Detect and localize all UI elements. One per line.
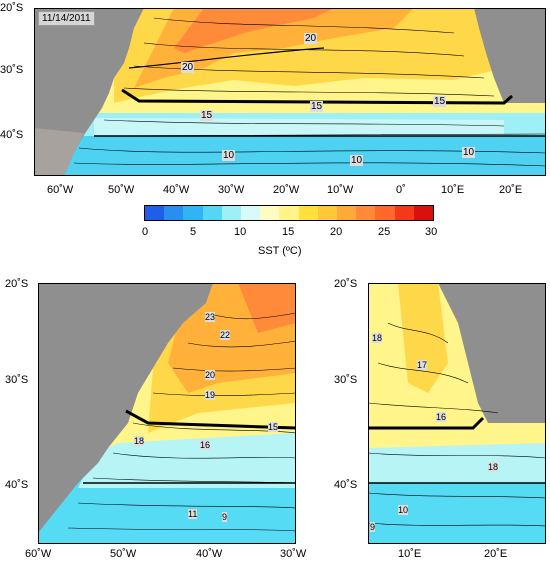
top-contour-label: 10 (462, 147, 476, 158)
right-y-tick: 40˚S (334, 479, 358, 491)
colorbar-tick: 30 (425, 226, 438, 238)
left-contour-label: 15 (268, 422, 279, 432)
ocean-hot-band (174, 8, 334, 53)
right-x-tick: 10˚E (398, 548, 422, 560)
top-y-tick: 40˚S (0, 129, 24, 141)
left-contour-label: 16 (200, 440, 211, 450)
left-sst-map (38, 283, 296, 544)
left-y-tick: 40˚S (5, 479, 29, 491)
left-y-tick: 20˚S (5, 278, 29, 290)
right-contour-label: 18 (372, 333, 383, 343)
top-contour-label: 15 (200, 110, 214, 121)
left-contour-label: 11 (188, 509, 198, 519)
left-contour-label: 20 (205, 370, 216, 380)
top-y-tick: 20˚S (0, 2, 24, 14)
left-contour-label: 23 (205, 312, 216, 322)
right-contour-label: 17 (417, 360, 428, 370)
left-x-tick: 40˚W (196, 548, 223, 560)
right-x-tick: 20˚E (484, 548, 508, 560)
top-sst-map (34, 8, 546, 176)
top-contour-label: 15 (433, 96, 447, 107)
top-x-tick: 60˚W (47, 184, 74, 196)
ocean-cool-patch (94, 118, 504, 138)
colorbar-swatch (202, 206, 222, 220)
left-contour-label: 18 (134, 436, 145, 446)
top-contour-label: 15 (310, 101, 324, 112)
top-contour-label: 10 (350, 155, 364, 166)
top-x-tick: 10˚E (441, 184, 465, 196)
date-label: 11/14/2011 (38, 11, 95, 26)
top-x-tick: 40˚W (163, 184, 190, 196)
colorbar-swatch (164, 206, 184, 220)
colorbar-tick: 25 (378, 226, 391, 238)
colorbar-swatch (241, 206, 261, 220)
left-contour-label: 19 (205, 390, 216, 400)
contour-20-bold (128, 47, 325, 69)
colorbar-swatch (356, 206, 376, 220)
south-america-land (38, 283, 213, 533)
top-x-tick: 20˚W (273, 184, 300, 196)
colorbar-tick: 20 (330, 226, 343, 238)
left-x-tick: 60˚W (25, 548, 52, 560)
colorbar-swatch (145, 206, 165, 220)
top-contour-label: 10 (222, 150, 236, 161)
right-y-tick: 20˚S (334, 278, 358, 290)
left-x-tick: 50˚W (110, 548, 137, 560)
colorbar-tick: 10 (234, 226, 247, 238)
top-x-tick: 20˚E (499, 184, 523, 196)
top-x-tick: 30˚W (218, 184, 245, 196)
colorbar-swatch (260, 206, 280, 220)
right-y-tick: 30˚S (334, 374, 358, 386)
colorbar-swatch (413, 206, 434, 220)
right-contour-label: 18 (488, 462, 499, 472)
right-contour-label: 16 (436, 412, 447, 422)
top-x-tick: 10˚W (327, 184, 354, 196)
top-contour-label: 20 (181, 62, 195, 73)
africa-land (438, 283, 546, 423)
colorbar-swatch (298, 206, 318, 220)
colorbar-tick: 5 (190, 226, 197, 238)
right-contour-label: 10 (398, 505, 409, 515)
left-x-tick: 30˚W (280, 548, 307, 560)
colorbar-swatch (183, 206, 203, 220)
colorbar-swatch (317, 206, 338, 220)
colorbar-tick: 0 (142, 226, 149, 238)
left-contour-label: 22 (220, 330, 231, 340)
colorbar-swatch (221, 206, 242, 220)
top-y-tick: 30˚S (0, 64, 24, 76)
right-sst-map (368, 283, 546, 544)
argentina-land (34, 128, 84, 176)
top-x-tick: 50˚W (108, 184, 135, 196)
right-contour-label: 9 (370, 522, 376, 532)
colorbar-title: SST (ºC) (258, 245, 302, 257)
colorbar-swatch (337, 206, 357, 220)
colorbar-swatch (375, 206, 395, 220)
colorbar-swatch (394, 206, 414, 220)
colorbar-tick: 15 (282, 226, 295, 238)
ocean-coldest-band (64, 136, 546, 176)
left-y-tick: 30˚S (5, 374, 29, 386)
africa-land (474, 8, 546, 103)
left-contour-label: 9 (222, 512, 228, 522)
top-contour-label: 20 (304, 33, 318, 44)
colorbar-swatch (279, 206, 299, 220)
top-x-tick: 0˚ (396, 184, 406, 196)
colorbar (144, 205, 434, 221)
